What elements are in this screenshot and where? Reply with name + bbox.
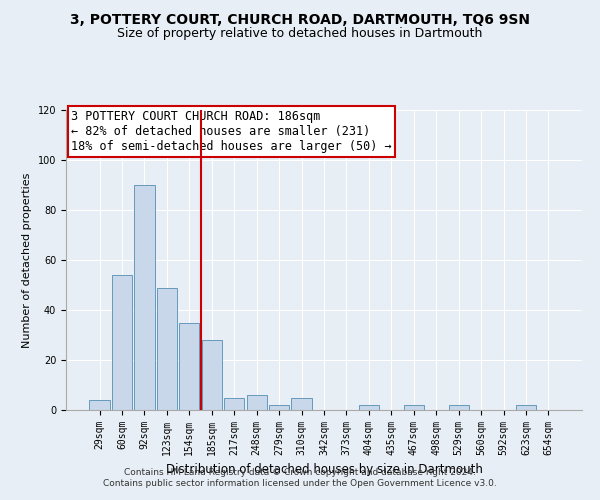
Bar <box>269 405 289 410</box>
Text: 3, POTTERY COURT, CHURCH ROAD, DARTMOUTH, TQ6 9SN: 3, POTTERY COURT, CHURCH ROAD, DARTMOUTH… <box>70 12 530 26</box>
Bar <box>516 405 536 410</box>
Bar <box>202 340 222 410</box>
Bar <box>224 398 244 410</box>
Bar <box>89 400 110 410</box>
Text: Size of property relative to detached houses in Dartmouth: Size of property relative to detached ho… <box>118 28 482 40</box>
Bar <box>134 185 155 410</box>
Y-axis label: Number of detached properties: Number of detached properties <box>22 172 32 348</box>
Bar <box>404 405 424 410</box>
Text: 3 POTTERY COURT CHURCH ROAD: 186sqm
← 82% of detached houses are smaller (231)
1: 3 POTTERY COURT CHURCH ROAD: 186sqm ← 82… <box>71 110 392 153</box>
Bar <box>359 405 379 410</box>
Bar <box>157 288 177 410</box>
Text: Contains HM Land Registry data © Crown copyright and database right 2024.
Contai: Contains HM Land Registry data © Crown c… <box>103 468 497 487</box>
Bar <box>112 275 132 410</box>
Bar <box>179 322 199 410</box>
Bar <box>292 398 311 410</box>
Bar <box>449 405 469 410</box>
X-axis label: Distribution of detached houses by size in Dartmouth: Distribution of detached houses by size … <box>166 464 482 476</box>
Bar <box>247 395 267 410</box>
